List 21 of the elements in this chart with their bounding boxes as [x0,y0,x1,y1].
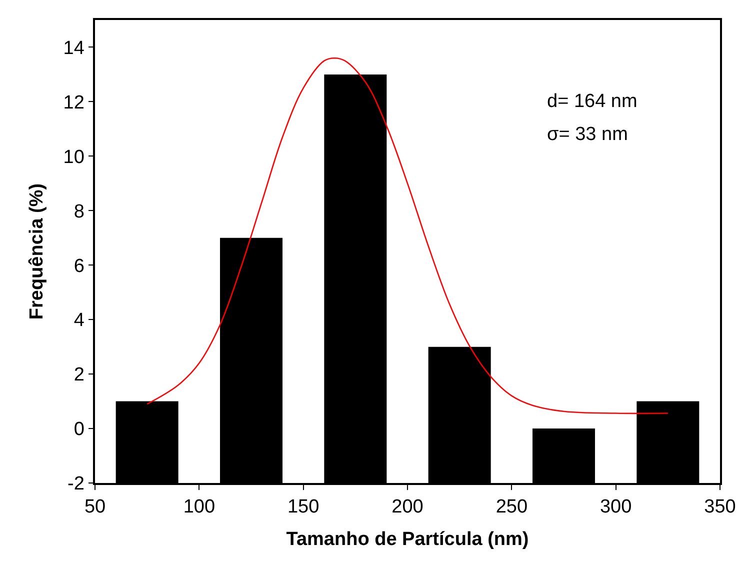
y-tick-label: 10 [63,146,84,168]
x-tick-label: 350 [704,496,736,518]
annotation: σ= 33 nm [547,124,628,145]
x-axis-title: Tamanho de Partícula (nm) [286,528,529,550]
line-series [146,57,669,414]
annotation: d= 164 nm [547,91,638,112]
y-tick-label: 14 [63,38,85,59]
y-tick-label: 8 [74,201,84,222]
y-tick-label: 2 [74,364,84,386]
y-tick-label: 12 [63,92,84,114]
x-tick-label: 300 [600,496,632,518]
y-tick-label: 6 [74,256,84,277]
x-tick-label: 150 [287,496,320,518]
x-tick-label: 100 [183,496,216,518]
x-tick-label: 200 [392,496,424,518]
x-tick-label: 50 [84,496,106,518]
y-tick-label: 0 [74,419,84,440]
y-tick-label: 4 [74,310,85,332]
x-tick-label: 250 [496,496,528,518]
y-tick-label: -2 [68,474,84,495]
y-axis-title: Frequência (%) [26,183,48,320]
